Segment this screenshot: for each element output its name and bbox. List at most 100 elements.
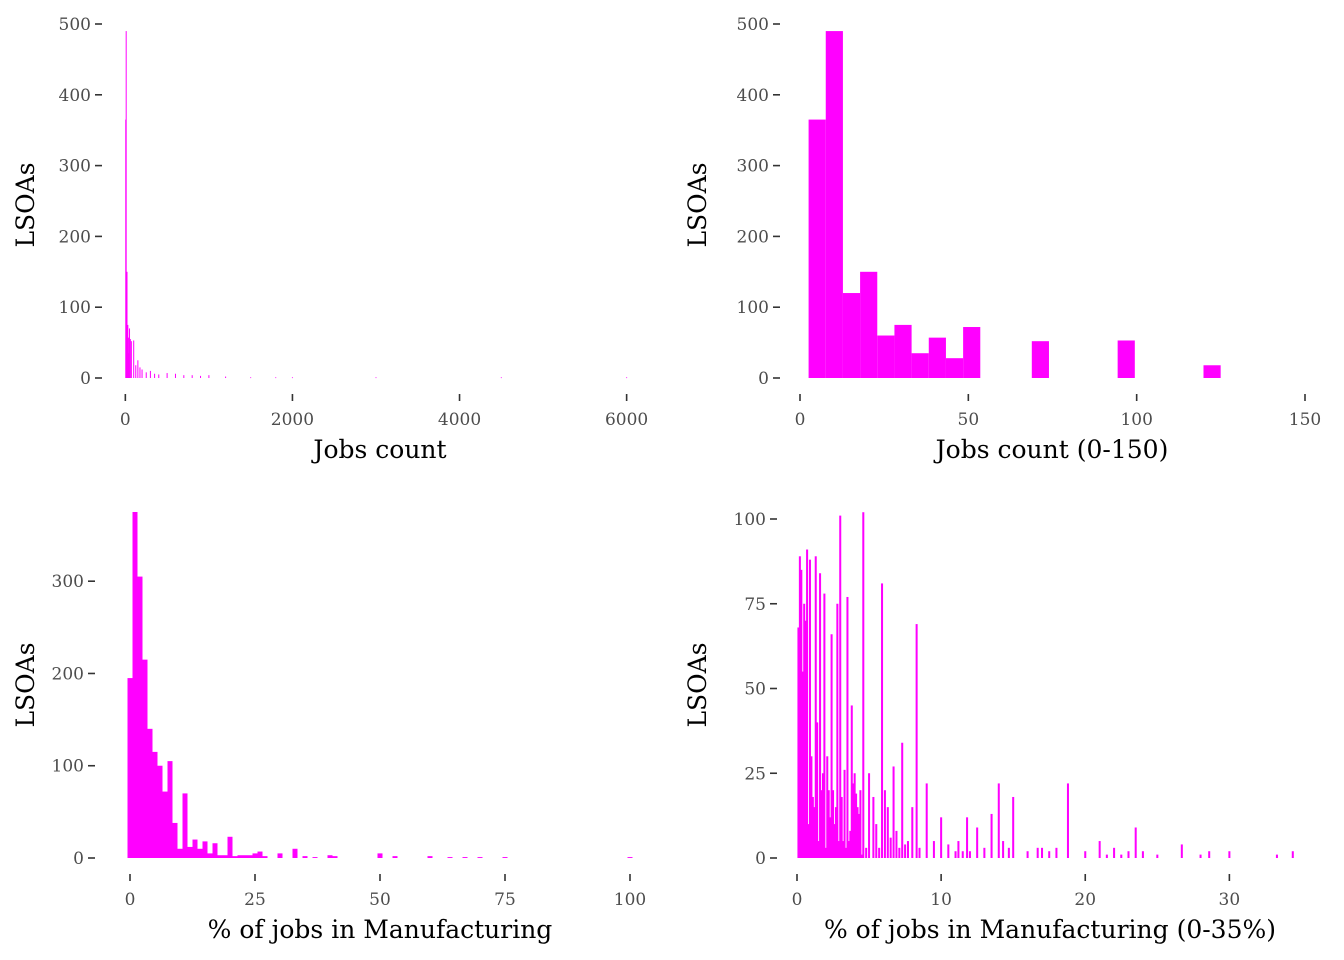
histogram-bar (819, 573, 822, 858)
histogram-bar (895, 830, 898, 858)
histogram-bar (1141, 851, 1144, 858)
bars-manufacturing-pct-0-35 (797, 512, 1294, 858)
histogram-bar (945, 358, 964, 378)
histogram-bar (911, 353, 929, 378)
histogram-bar (129, 339, 131, 378)
histogram-bar (800, 569, 803, 858)
x-tick-label: 4000 (438, 410, 481, 430)
x-tick-label: 100 (614, 890, 646, 910)
histogram-bar (826, 756, 829, 858)
histogram-bar (1113, 847, 1116, 858)
histogram-bar (968, 851, 971, 858)
histogram-bar (125, 31, 127, 379)
histogram-bar (132, 512, 138, 858)
histogram-bar (892, 766, 895, 858)
y-tick-label: 0 (758, 369, 769, 389)
histogram-bar (816, 722, 819, 858)
y-axis-title: LSOAs (11, 162, 40, 247)
histogram-bar (808, 559, 811, 858)
histogram-bar (332, 856, 338, 858)
histogram-bar (502, 857, 508, 858)
bars-jobs-count-0-150 (808, 31, 1221, 379)
y-tick-label: 500 (737, 15, 769, 35)
histogram-bar (823, 593, 826, 858)
y-axis-manufacturing-pct-0-35: 0 25 50 75 100 (734, 510, 777, 869)
y-axis-title: LSOAs (683, 162, 712, 247)
histogram-bar (1117, 340, 1135, 378)
histogram-bar (1134, 827, 1137, 858)
histogram-bar (1026, 851, 1029, 858)
y-tick-label: 200 (737, 227, 769, 247)
histogram-bar (462, 857, 468, 858)
histogram-bar (177, 848, 183, 858)
histogram-bar (207, 853, 213, 858)
histogram-bar (868, 773, 871, 858)
histogram-bar (834, 807, 837, 858)
bars-jobs-count (125, 31, 628, 379)
histogram-bar (327, 855, 333, 858)
histogram-bar (875, 824, 878, 858)
histogram-bar (856, 807, 859, 858)
histogram-bar (174, 373, 176, 378)
histogram-bar (152, 751, 158, 858)
histogram-bar (849, 830, 852, 858)
histogram-bar (137, 576, 143, 858)
histogram-bar (1208, 851, 1211, 858)
histogram-bar (149, 370, 151, 378)
x-tick-label: 30 (1219, 890, 1241, 910)
histogram-bar (162, 791, 168, 858)
x-tick-label: 6000 (605, 410, 648, 430)
y-tick-label: 200 (59, 227, 91, 247)
histogram-bar (983, 847, 986, 858)
histogram-bar (202, 841, 208, 858)
histogram-bar (918, 847, 921, 858)
histogram-bar (212, 843, 218, 858)
histogram-bar (135, 365, 137, 378)
histogram-bar (844, 847, 848, 858)
histogram-bar (855, 793, 858, 858)
histogram-bar (1199, 854, 1202, 858)
histogram-bar (1036, 847, 1039, 858)
histogram-bar (377, 853, 383, 858)
histogram-bar (928, 337, 946, 378)
histogram-bar (217, 855, 223, 858)
histogram-bar (806, 549, 809, 858)
histogram-bar (147, 728, 153, 858)
y-tick-label: 100 (734, 510, 766, 530)
histogram-bar (237, 855, 243, 858)
histogram-bar (1291, 851, 1294, 858)
histogram-bar (837, 841, 840, 858)
x-axis-title: Jobs count (0-150) (933, 435, 1169, 464)
histogram-bar (627, 857, 633, 858)
x-tick-label: 50 (369, 890, 391, 910)
histogram-bar (126, 271, 128, 378)
panel-jobs-count: 0 100 200 300 400 500 0 2000 4000 6000 Jobs coun… (11, 15, 648, 464)
histogram-bar (901, 742, 904, 858)
histogram-bar (1105, 854, 1108, 858)
y-tick-label: 300 (737, 157, 769, 177)
histogram-bar (862, 512, 865, 858)
histogram-bar (130, 341, 132, 378)
histogram-bar (830, 634, 833, 858)
histogram-bar (1098, 841, 1101, 858)
x-axis-manufacturing-pct-0-35: 0 10 20 30 (792, 874, 1241, 910)
histogram-bar (881, 583, 884, 858)
histogram-bar (947, 844, 950, 858)
histogram-bar (904, 844, 907, 858)
histogram-bar (187, 846, 193, 858)
histogram-bar (1180, 844, 1183, 858)
histogram-bar (842, 841, 845, 858)
histogram-bar (242, 855, 248, 858)
histogram-bar (154, 373, 156, 378)
y-axis-manufacturing-pct: 0 100 200 300 (52, 572, 95, 869)
histogram-bar (183, 375, 185, 378)
x-tick-label: 2000 (271, 410, 314, 430)
histogram-bar (817, 841, 820, 858)
histogram-bar (889, 837, 892, 858)
histogram-bar (836, 603, 839, 858)
histogram-bar (906, 841, 909, 858)
y-tick-label: 300 (59, 157, 91, 177)
x-axis-title: % of jobs in Manufacturing (0-35%) (824, 915, 1276, 944)
histogram-bar (961, 851, 964, 858)
panel-jobs-count-0-150: 0 100 200 300 400 500 0 50 100 150 Jobs count (0… (683, 15, 1321, 464)
